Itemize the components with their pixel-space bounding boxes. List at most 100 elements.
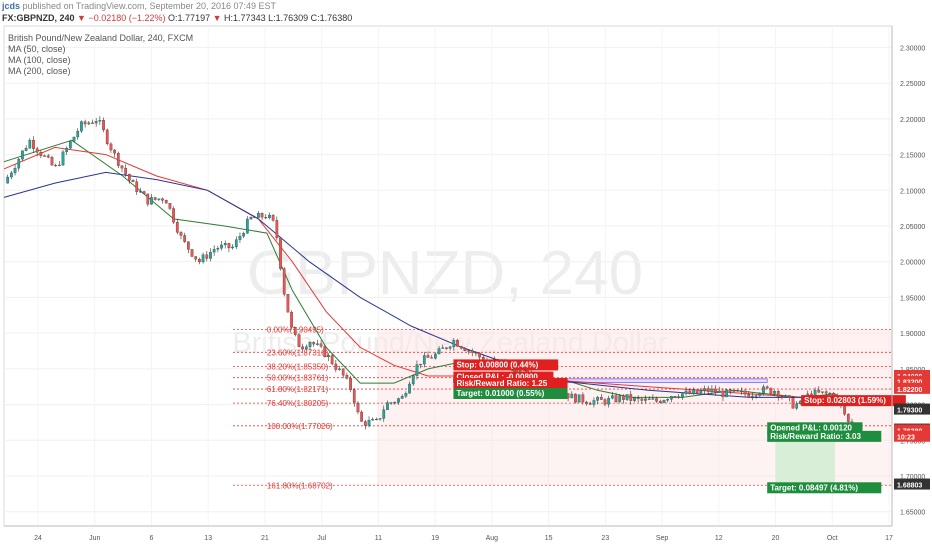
- candle-body: [452, 340, 456, 348]
- candle-body: [105, 129, 109, 145]
- trade-label: Risk/Reward Ratio: 3.03: [770, 432, 861, 441]
- candle-body: [57, 164, 61, 166]
- price-tag-box: [894, 478, 930, 490]
- y-tick-label: 2.05000: [900, 224, 925, 231]
- candle-body: [175, 222, 179, 233]
- x-tick-label: 11: [375, 535, 382, 542]
- candle-body: [470, 350, 474, 353]
- low-value: L:1.76309: [268, 13, 309, 23]
- candle-body: [706, 388, 710, 392]
- candle-body: [301, 346, 304, 350]
- price-chart[interactable]: GBPNZD, 240 British Pound/New Zealand Do…: [0, 24, 932, 550]
- candle-body: [681, 393, 684, 398]
- trade-label-box: [453, 359, 559, 371]
- candle-body: [599, 396, 603, 400]
- candle-body: [434, 353, 437, 359]
- candle-body: [419, 363, 422, 366]
- candle-body: [349, 378, 352, 390]
- candle-body: [607, 398, 611, 405]
- candle-body: [614, 395, 618, 402]
- candle-body: [714, 388, 717, 393]
- price-tag-box: [894, 430, 930, 442]
- high-value: H:1.77343: [224, 13, 266, 23]
- symbol-label[interactable]: FX:GBPNZD, 240: [2, 13, 75, 23]
- ma200-legend[interactable]: MA (200, close): [8, 66, 71, 76]
- price-tag-box: [894, 424, 930, 436]
- candle-body: [400, 396, 404, 399]
- candle-body: [732, 390, 736, 392]
- candle-body: [316, 343, 319, 345]
- candle-body: [253, 216, 257, 219]
- candle-body: [408, 383, 411, 394]
- trade-labels[interactable]: Stop: 0.00800 (0.44%) Closed P&L: -0.0080…: [453, 359, 906, 494]
- candle-body: [312, 342, 316, 345]
- candle-body: [113, 149, 116, 154]
- candle-body: [422, 355, 426, 365]
- candle-body: [168, 203, 172, 209]
- candle-body: [91, 122, 94, 124]
- candle-body: [363, 421, 367, 426]
- chart-header: jcds published on TradingView.com, Septe…: [0, 0, 932, 24]
- candle-body: [6, 176, 10, 184]
- candle-body: [784, 395, 787, 397]
- fib-label: 38.20%(1.85350): [267, 362, 329, 371]
- candle-body: [411, 375, 415, 385]
- candle-body: [234, 239, 238, 248]
- price-axis[interactable]: 2.30000 2.25000 2.20000 2.15000 2.10000 2.050…: [891, 26, 930, 526]
- x-tick-label: Oct: [827, 535, 838, 542]
- candle-body: [773, 391, 776, 394]
- fib-label: 50.00%(1.83761): [267, 374, 329, 383]
- candle-body: [282, 268, 286, 295]
- candle-body: [360, 411, 363, 422]
- time-axis[interactable]: 24 Jun 6 13 21 Jul 11 19 Aug 15 23 Sep 12 20 Oct 17: [4, 525, 893, 542]
- candle-body: [297, 334, 301, 347]
- candle-body: [710, 388, 714, 392]
- candle-body: [61, 151, 65, 166]
- fib-label: 161.80%(1.68702): [267, 481, 333, 490]
- y-tick-label: 1.75000: [900, 438, 925, 445]
- candle-body: [596, 396, 599, 401]
- price-tag-label: 1.68803: [897, 483, 922, 490]
- candle-body: [393, 402, 397, 404]
- candle-body: [98, 120, 102, 122]
- candle-body: [684, 390, 688, 394]
- indicator-legend: British Pound/New Zealand Dollar, 240, F…: [8, 33, 193, 77]
- candle-body: [474, 352, 478, 354]
- candle-body: [290, 312, 293, 328]
- candle-body: [279, 237, 282, 269]
- candle-body: [751, 395, 754, 398]
- candle-body: [592, 400, 596, 405]
- x-tick-label: 17: [885, 535, 893, 542]
- x-tick-label: Aug: [486, 535, 499, 542]
- ma100-legend[interactable]: MA (100, close): [8, 55, 71, 65]
- candle-body: [603, 399, 607, 405]
- candle-body: [821, 391, 824, 393]
- trade-label: Stop: 0.00800 (0.44%): [456, 360, 538, 369]
- candle-body: [65, 147, 69, 153]
- candle-body: [264, 217, 268, 219]
- trade-label: Target: 0.01000 (0.55%): [456, 389, 544, 398]
- candle-body: [828, 393, 832, 395]
- candle-body: [677, 396, 681, 398]
- candle-body: [688, 390, 692, 394]
- candle-body: [94, 121, 98, 124]
- candle-body: [456, 340, 459, 347]
- ma50-legend[interactable]: MA (50, close): [8, 44, 66, 54]
- candle-body: [10, 172, 13, 178]
- candle-body: [640, 398, 644, 401]
- candle-body: [179, 232, 183, 236]
- candle-body: [319, 343, 323, 347]
- candle-body: [430, 357, 434, 359]
- x-tick-label: Sep: [656, 535, 669, 542]
- candle-body: [787, 395, 791, 398]
- candle-body: [747, 393, 751, 398]
- candle-body: [153, 197, 157, 200]
- fib-label: 100.00%(1.77026): [267, 422, 333, 431]
- high-down-icon: ▼: [212, 13, 222, 23]
- candle-body: [478, 352, 481, 358]
- author-name[interactable]: jcds: [2, 1, 21, 11]
- candle-body: [220, 244, 223, 249]
- candle-body: [448, 346, 452, 349]
- candle-body: [426, 355, 430, 358]
- candle-body: [39, 152, 43, 156]
